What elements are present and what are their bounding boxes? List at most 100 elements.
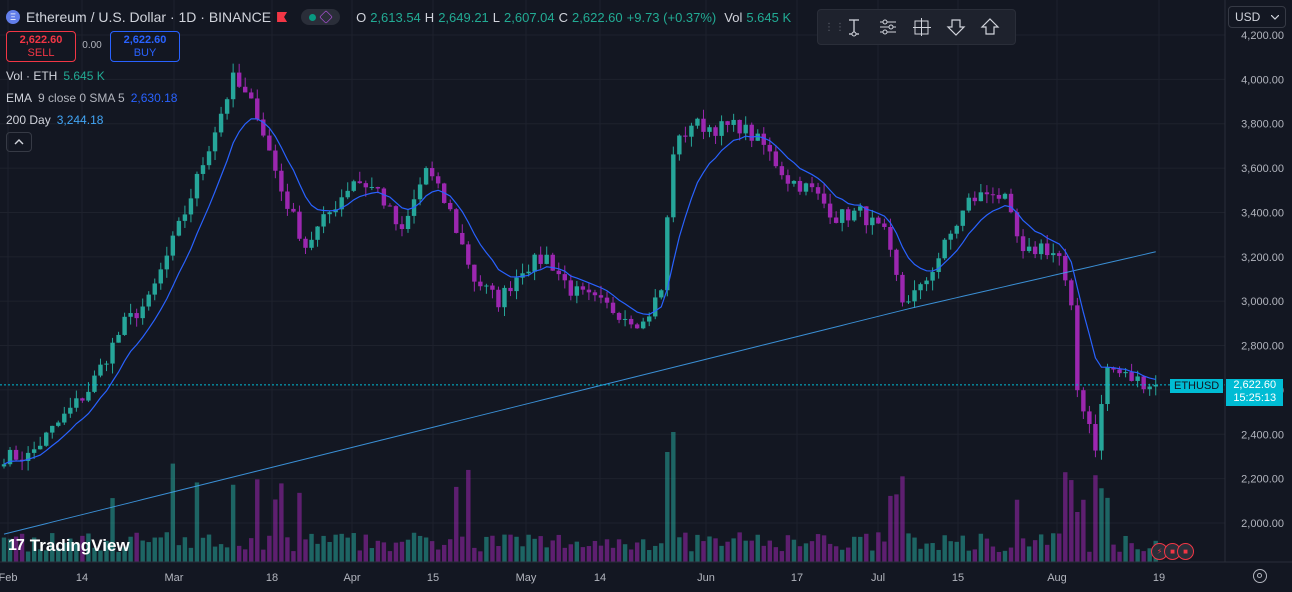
- candle-body: [936, 258, 941, 273]
- candle-body: [44, 432, 49, 446]
- indicator-volume[interactable]: Vol · ETH 5.645 K: [6, 69, 105, 83]
- add-shape-tool-icon[interactable]: [910, 15, 934, 39]
- volume-bar: [50, 533, 55, 562]
- volume-bar: [1044, 544, 1050, 562]
- candle-body: [249, 92, 254, 99]
- volume-bar: [695, 534, 700, 562]
- symbol-title[interactable]: Ethereum / U.S. Dollar · 1D · BINANCE: [26, 9, 272, 25]
- candle-body: [544, 254, 549, 264]
- volume-bar: [80, 535, 85, 562]
- candle-body: [490, 285, 495, 290]
- time-tick-label: 18: [266, 572, 278, 584]
- candle-body: [749, 124, 754, 141]
- volume-bar: [393, 542, 399, 562]
- drag-handle-icon[interactable]: ⋮⋮: [824, 21, 846, 33]
- currency-select[interactable]: USD: [1228, 6, 1286, 28]
- volume-bar: [665, 452, 670, 562]
- candle-body: [460, 232, 465, 245]
- candle-body: [399, 224, 405, 229]
- candle-body: [152, 283, 157, 295]
- volume-bar: [852, 536, 857, 562]
- candle-body: [164, 255, 170, 270]
- indicator-ema[interactable]: EMA 9 close 0 SMA 5 2,630.18: [6, 91, 178, 105]
- volume-bar: [839, 549, 845, 562]
- candle-body: [767, 144, 773, 152]
- volume-bar: [466, 469, 471, 562]
- candle-body: [188, 198, 194, 215]
- broadcast-icon: [319, 10, 333, 24]
- candle-body: [954, 225, 959, 234]
- candle-body: [19, 459, 25, 461]
- candle-body: [906, 301, 911, 303]
- candle-body: [1026, 246, 1032, 252]
- volume-bar: [140, 540, 145, 562]
- flag-icon[interactable]: [277, 12, 288, 22]
- volume-bar: [484, 536, 489, 562]
- candle-body: [574, 286, 580, 296]
- price-tick-label: 2,400.00: [1241, 429, 1284, 441]
- volume-bar: [279, 483, 284, 562]
- candle-body: [1051, 253, 1056, 256]
- chevron-up-icon: [14, 139, 24, 145]
- candle-body: [640, 321, 646, 329]
- volume-bar: [56, 547, 61, 562]
- arrow-up-tool-icon[interactable]: [978, 15, 1002, 39]
- volume-bar: [719, 545, 724, 562]
- volume-bar: [1123, 535, 1128, 562]
- candle-body: [882, 223, 887, 227]
- candle-body: [273, 150, 278, 171]
- collapse-indicators-button[interactable]: [6, 132, 32, 152]
- arrow-down-tool-icon[interactable]: [944, 15, 968, 39]
- candle-body: [659, 290, 664, 298]
- chart-grid: [0, 0, 1225, 562]
- candle-body: [423, 168, 429, 185]
- candle-body: [31, 449, 37, 453]
- buy-price: 2,622.60: [123, 33, 167, 46]
- candle-body: [550, 254, 555, 271]
- volume-bar: [1147, 548, 1152, 562]
- price-axis[interactable]: 4,200.00 4,000.00 3,800.00 3,600.00 3,400.00…: [0, 0, 1292, 563]
- volume-bar: [743, 540, 748, 562]
- volume-bar: [381, 542, 387, 562]
- candle-body: [369, 187, 375, 189]
- chart-settings-icon[interactable]: [1253, 569, 1267, 583]
- tradingview-logo[interactable]: 17 TradingView: [8, 536, 130, 556]
- time-axis[interactable]: Feb 14 Mar 18 Apr 15 May 14 Jun 17 Jul 15 Aug 19: [0, 572, 1165, 584]
- candle-body: [821, 193, 827, 204]
- volume-bar: [924, 543, 929, 562]
- volume-bar: [267, 535, 272, 562]
- candle-body: [870, 217, 875, 226]
- market-status-pill[interactable]: [301, 9, 341, 25]
- price-tick-label: 2,200.00: [1241, 474, 1284, 486]
- sell-price: 2,622.60: [19, 33, 63, 46]
- candle-body: [719, 121, 724, 136]
- buy-button[interactable]: 2,622.60 BUY: [110, 31, 180, 62]
- volume-bar: [255, 479, 260, 562]
- candle-body: [695, 118, 700, 126]
- us-flag-event-icon[interactable]: ■: [1177, 543, 1194, 560]
- volume-bar: [1063, 472, 1068, 562]
- sell-button[interactable]: 2,622.60 SELL: [6, 31, 76, 62]
- candle-body: [737, 119, 742, 134]
- volume-bar: [508, 534, 513, 562]
- volume-bar: [460, 536, 465, 562]
- volume-bar: [502, 534, 507, 562]
- volume-bar: [978, 533, 984, 562]
- volume-bar: [1057, 533, 1062, 562]
- settings-lines-tool-icon[interactable]: [876, 15, 900, 39]
- indicator-200-day[interactable]: 200 Day 3,244.18: [6, 113, 104, 127]
- volume-bar: [478, 551, 483, 562]
- candle-body: [7, 449, 13, 465]
- text-cursor-tool-icon[interactable]: [842, 15, 866, 39]
- volume-bar: [399, 541, 405, 562]
- market-open-dot-icon: [309, 13, 317, 21]
- volume-bar: [224, 547, 230, 562]
- volume-bar: [876, 532, 881, 562]
- price-label-value: 2,622.60: [1233, 379, 1277, 391]
- volume-bar: [417, 535, 423, 562]
- economic-events: ⚡ ■ ■: [1151, 543, 1194, 560]
- volume-bar: [1117, 551, 1122, 562]
- candle-body: [996, 194, 1002, 199]
- candle-body: [363, 183, 368, 188]
